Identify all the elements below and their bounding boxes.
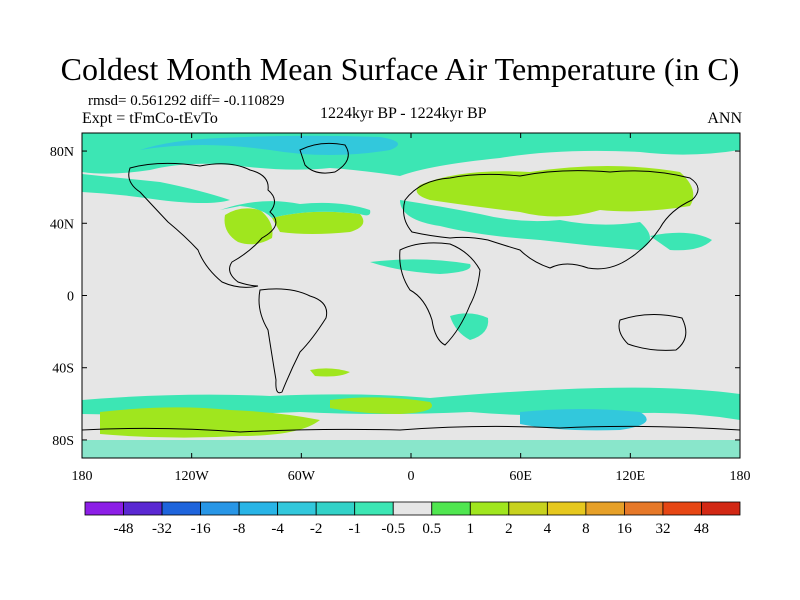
colorbar-label: 16 — [617, 521, 633, 537]
africa-coast — [399, 242, 481, 346]
atlantic-cool-rim — [220, 201, 371, 218]
north-america-coast — [128, 162, 277, 288]
colorbar-swatch — [546, 501, 587, 516]
south-atlantic-warm-patch — [310, 368, 350, 377]
lat-tick-label: 80N — [50, 145, 74, 160]
colorbar-label: 4 — [544, 521, 552, 537]
anomaly-field — [82, 133, 740, 458]
colorbar-swatch — [508, 501, 548, 516]
colorbar-swatch — [624, 501, 664, 516]
central-asia-anomaly — [400, 200, 650, 250]
colorbar-swatch — [277, 501, 317, 516]
lat-tick-label: 40N — [50, 217, 74, 232]
colorbar-label: -0.5 — [381, 521, 405, 537]
coastlines — [82, 142, 740, 433]
colorbar-swatch — [701, 501, 741, 516]
colorbar-label: -8 — [233, 521, 246, 537]
australia-coast — [618, 314, 687, 351]
colorbar-swatch — [662, 501, 702, 516]
colorbar-label: -4 — [271, 521, 284, 537]
antarctic-atlantic-warm — [330, 397, 432, 414]
lon-tick-label: 120E — [616, 469, 646, 484]
colorbar-label: 8 — [582, 521, 590, 537]
page-title: Coldest Month Mean Surface Air Temperatu… — [60, 51, 740, 87]
colorbar-label: 48 — [694, 521, 709, 537]
lon-tick-label: 60W — [288, 469, 316, 484]
colorbar-swatch — [315, 501, 356, 516]
colorbar-label: -48 — [114, 521, 134, 537]
colorbar-swatch — [123, 501, 163, 516]
colorbar-swatch — [161, 501, 201, 516]
colorbar-swatch — [469, 501, 510, 516]
colorbar-label: -1 — [348, 521, 361, 537]
colorbar-label: 0.5 — [422, 521, 441, 537]
colorbar: -48 -32 -16 -8 -4 -2 -1 -0.5 0.5 1 2 4 8 16 32 48 — [84, 501, 741, 537]
antarctica-coast — [82, 425, 740, 433]
experiment-label: Expt = tFmCo-tEvTo — [82, 110, 218, 127]
eurasia-coast — [403, 170, 699, 270]
colorbar-label: 1 — [467, 521, 475, 537]
greenland-coast — [299, 142, 349, 174]
latitude-axis: 80N 40N 0 40S 80S — [50, 145, 740, 449]
season-label: ANN — [707, 110, 742, 127]
period-label: 1224kyr BP - 1224kyr BP — [320, 105, 487, 122]
colorbar-label: -32 — [152, 521, 172, 537]
antarctic-coast-band — [82, 440, 740, 458]
colorbar-label: -16 — [191, 521, 211, 537]
colorbar-swatch — [585, 501, 625, 516]
lon-tick-label: 0 — [408, 469, 415, 484]
lat-tick-label: 0 — [67, 290, 74, 305]
colorbar-label: -2 — [310, 521, 323, 537]
colorbar-swatch — [84, 501, 124, 516]
colorbar-swatch — [431, 501, 471, 516]
longitude-axis: 180 120W 60W 0 60E 120E 180 — [72, 133, 751, 484]
colorbar-swatch — [392, 501, 433, 516]
north-pacific-anomaly — [82, 174, 230, 203]
colorbar-swatch — [354, 501, 394, 516]
lon-tick-label: 180 — [72, 469, 93, 484]
arctic-cool-patch — [140, 135, 398, 155]
eurasia-warm-region — [416, 166, 694, 217]
lon-tick-label: 60E — [509, 469, 532, 484]
colorbar-swatch — [200, 501, 240, 516]
colorbar-swatch — [238, 501, 279, 516]
north-atlantic-warm-region — [272, 211, 364, 234]
lat-tick-label: 40S — [52, 362, 74, 377]
north-america-warm-region — [224, 208, 273, 245]
tropical-atlantic-anomaly — [370, 259, 471, 274]
lon-tick-label: 120W — [175, 469, 210, 484]
antarctic-indian-cool — [520, 409, 647, 431]
lat-tick-label: 80S — [52, 434, 74, 449]
colorbar-label: 2 — [505, 521, 513, 537]
southern-africa-anomaly — [450, 313, 489, 340]
antarctic-pacific-warm — [100, 407, 320, 438]
colorbar-label: 32 — [655, 521, 670, 537]
stats-label: rmsd= 0.561292 diff= -0.110829 — [88, 93, 285, 109]
south-america-coast — [258, 288, 328, 394]
lon-tick-label: 180 — [730, 469, 751, 484]
north-west-pacific-anomaly — [650, 232, 712, 251]
